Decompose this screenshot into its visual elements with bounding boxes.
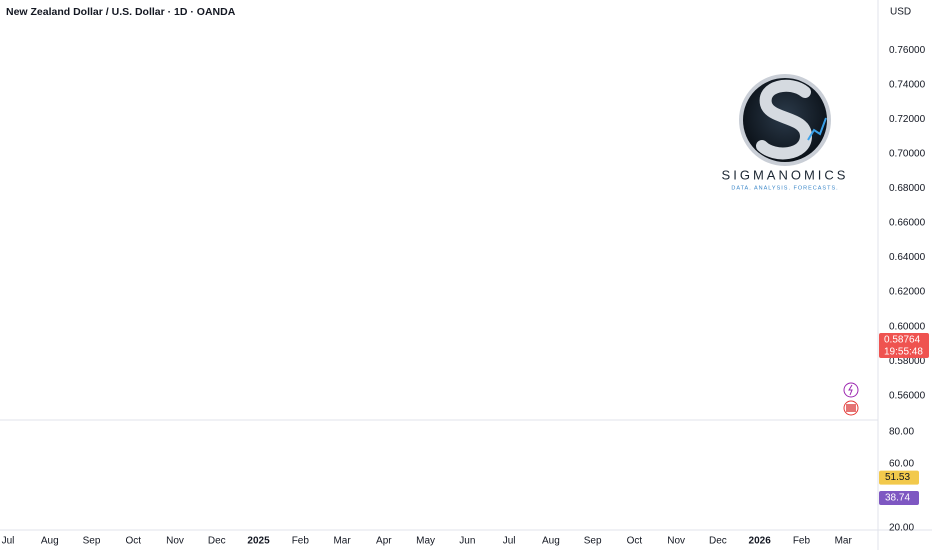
x-tick-label: Jul	[2, 536, 15, 547]
watermark-name: SIGMANOMICS	[722, 167, 849, 182]
y-tick-label: 0.56000	[889, 390, 926, 401]
value-badge	[879, 470, 919, 485]
event-icons	[843, 382, 859, 416]
countdown: 19:55:48	[884, 347, 923, 358]
price-badge	[879, 333, 929, 359]
chart-title: New Zealand Dollar / U.S. Dollar · 1D · …	[6, 6, 236, 18]
watermark: SIGMANOMICS DATA. ANALYSIS. FORECASTS.	[722, 74, 849, 191]
x-tick-label: Oct	[627, 536, 643, 547]
y-tick-label: 0.66000	[889, 218, 926, 229]
event-icon-glyph	[848, 384, 853, 396]
value-badge	[879, 491, 919, 506]
y-tick-label: 20.00	[889, 523, 914, 534]
x-tick-label: Sep	[584, 536, 602, 547]
y-tick-label: 0.64000	[889, 252, 926, 263]
y-tick-label: 0.74000	[889, 79, 926, 90]
y-tick-label: 0.68000	[889, 183, 926, 194]
x-tick-label: Nov	[667, 536, 685, 547]
price-label: 0.58764	[884, 335, 921, 346]
y-tick-label: 0.58000	[889, 356, 926, 367]
y-tick-label: 0.72000	[889, 114, 926, 125]
x-tick-label: Feb	[292, 536, 310, 547]
y-tick-label: 80.00	[889, 427, 914, 438]
x-tick-label: 2026	[749, 536, 772, 547]
value-badge-label: 38.74	[885, 493, 910, 504]
x-tick-label: Dec	[709, 536, 727, 547]
x-tick-label: Nov	[166, 536, 184, 547]
x-tick-label: Dec	[208, 536, 226, 547]
watermark-tagline: DATA. ANALYSIS. FORECASTS.	[731, 185, 838, 191]
y-tick-label: 0.70000	[889, 148, 926, 159]
x-tick-label: Mar	[835, 536, 853, 547]
x-tick-label: May	[416, 536, 435, 547]
x-tick-label: Oct	[125, 536, 141, 547]
x-tick-label: 2025	[247, 536, 270, 547]
logo-trend	[807, 117, 827, 141]
x-tick-label: Apr	[376, 536, 392, 547]
y-tick-label: 0.62000	[889, 287, 926, 298]
y-tick-label: 0.76000	[889, 45, 926, 56]
x-tick-label: Mar	[333, 536, 351, 547]
x-tick-label: Jun	[459, 536, 475, 547]
y-tick-label: 0.60000	[889, 321, 926, 332]
y-tick-label: 60.00	[889, 459, 914, 470]
logo-s	[756, 79, 813, 160]
currency-label: USD	[890, 7, 911, 18]
x-tick-label: Feb	[793, 536, 811, 547]
event-flag	[846, 404, 856, 412]
x-tick-label: Aug	[542, 536, 560, 547]
value-badge-label: 51.53	[885, 472, 910, 483]
x-tick-label: Aug	[41, 536, 59, 547]
x-tick-label: Jul	[503, 536, 516, 547]
x-tick-label: Sep	[83, 536, 101, 547]
